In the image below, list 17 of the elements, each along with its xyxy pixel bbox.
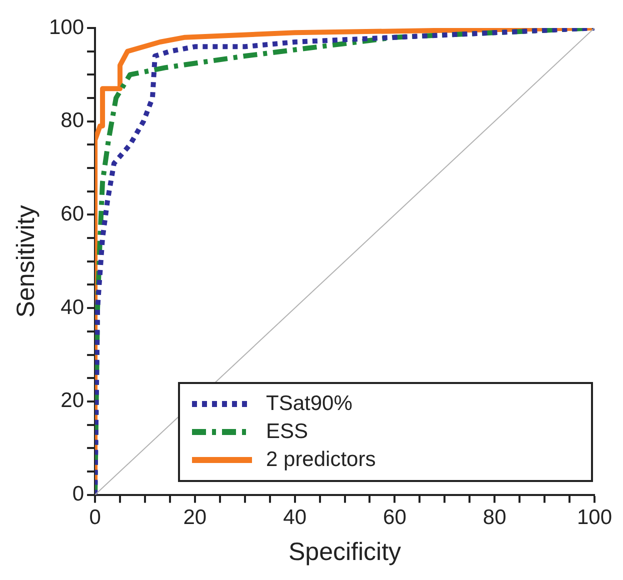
x-tick-label: 40 [283, 506, 306, 530]
y-tick-label: 100 [48, 16, 84, 39]
x-tick-label: 20 [183, 506, 207, 530]
x-axis-title: Specificity [288, 538, 402, 566]
legend-label: TSat90% [266, 392, 352, 416]
y-axis-title: Sensitivity [12, 204, 40, 318]
y-tick-label: 40 [60, 296, 84, 319]
y-tick-label: 60 [60, 202, 84, 226]
y-tick-label: 0 [72, 482, 84, 506]
legend-label: ESS [266, 420, 308, 444]
y-tick-label: 80 [60, 109, 84, 132]
legend-label: 2 predictors [266, 448, 376, 472]
x-tick-label: 0 [89, 506, 101, 530]
x-tick-label: 60 [383, 506, 406, 530]
y-tick-label: 20 [60, 389, 84, 412]
x-tick-label: 80 [482, 506, 506, 530]
x-tick-label: 100 [576, 506, 612, 530]
